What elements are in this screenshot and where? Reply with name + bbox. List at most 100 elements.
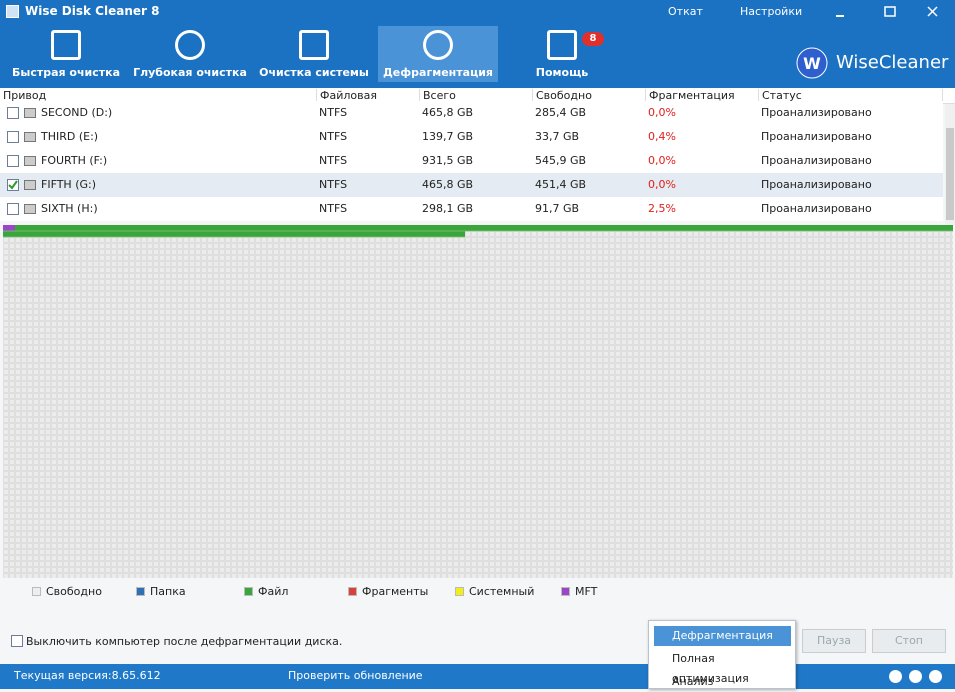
tab-icon (51, 30, 81, 60)
column-header[interactable]: Фрагментация (646, 89, 759, 103)
legend-swatch (136, 587, 145, 596)
table-cell: 91,7 GB (535, 202, 580, 215)
table-cell: FIFTH (G:) (41, 178, 97, 191)
nav-tab[interactable]: Очистка системы (254, 26, 374, 82)
tab-label: Глубокая очистка (133, 66, 247, 79)
table-cell: 33,7 GB (535, 130, 580, 143)
table-cell: FOURTH (F:) (41, 154, 108, 167)
file-clusters (3, 231, 465, 237)
stop-button[interactable]: Стоп (872, 629, 946, 653)
close[interactable] (927, 6, 938, 17)
svg-text:W: W (803, 54, 821, 73)
table-cell: 0,0% (648, 154, 676, 167)
table-cell: 285,4 GB (535, 106, 587, 119)
column-header[interactable]: Всего (420, 89, 533, 103)
drive-row[interactable]: THIRD (E:) NTFS 139,7 GB 33,7 GB 0,4% Проанал… (0, 125, 943, 149)
mail-icon[interactable] (929, 670, 942, 683)
pause-button[interactable]: Пауза (802, 629, 866, 653)
menu-item[interactable]: Полная оптимизация (672, 652, 749, 685)
drive-checkbox[interactable] (7, 179, 19, 191)
check-mark (8, 180, 18, 190)
table-cell: 465,8 GB (422, 106, 474, 119)
update-link[interactable]: Проверить обновление (288, 669, 423, 682)
toolbar: Wise Disk Cleaner 8 Откат Настройки Быст… (0, 0, 955, 88)
twitter-icon[interactable] (909, 670, 922, 683)
table-cell: 0,0% (648, 178, 676, 191)
table-cell: NTFS (319, 178, 348, 191)
table-cell: Проанализировано (761, 106, 872, 119)
table-cell: THIRD (E:) (41, 130, 99, 143)
maximize[interactable] (884, 6, 896, 17)
nav-tab[interactable]: Быстрая очистка (6, 26, 126, 82)
tab-icon (299, 30, 329, 60)
legend-swatch (32, 587, 41, 596)
drive-row[interactable]: FIFTH (G:) NTFS 465,8 GB 451,4 GB 0,0% Проана… (0, 173, 943, 197)
table-cell: 931,5 GB (422, 154, 474, 167)
notification-badge: 8 (582, 32, 604, 46)
column-header[interactable]: Свободно (533, 89, 646, 103)
shutdown-label: Выключить компьютер после дефрагментации… (26, 635, 343, 648)
shutdown-checkbox[interactable] (11, 635, 23, 647)
drive-icon (24, 132, 36, 142)
drive-icon (24, 180, 36, 190)
drive-checkbox[interactable] (7, 203, 19, 215)
restore-link[interactable]: Откат (668, 5, 703, 18)
drive-row[interactable]: SECOND (D:) NTFS 465,8 GB 285,4 GB 0,0% Проан… (0, 101, 943, 125)
scroll-thumb[interactable] (946, 128, 954, 220)
legend-label: Системный (469, 585, 535, 598)
table-cell: NTFS (319, 154, 348, 167)
tab-icon (547, 30, 577, 60)
logo-text: WiseCleaner (836, 52, 949, 73)
free-clusters (3, 225, 953, 578)
table-cell: Проанализировано (761, 154, 872, 167)
table-cell: 2,5% (648, 202, 676, 215)
nav-tab[interactable]: Помощь 8 (502, 26, 622, 82)
table-cell: NTFS (319, 202, 348, 215)
drive-icon (24, 108, 36, 118)
menu-item[interactable]: Анализ (672, 675, 714, 688)
table-cell: 465,8 GB (422, 178, 474, 191)
scrollbar (945, 104, 955, 225)
menu-item[interactable]: Дефрагментация (654, 626, 791, 646)
legend-label: Свободно (46, 585, 102, 598)
table-cell: 139,7 GB (422, 130, 474, 143)
version-text: Текущая версия:8.65.612 (14, 669, 161, 682)
legend-label: Фрагменты (362, 585, 429, 598)
cluster-map (3, 225, 953, 578)
table-cell: 0,0% (648, 106, 676, 119)
table-cell: Проанализировано (761, 178, 872, 191)
legend-swatch (244, 587, 253, 596)
legend-swatch (561, 587, 570, 596)
column-header[interactable]: Привод (0, 89, 317, 103)
dropdown-menu: Дефрагментация Полная оптимизация Анализ (648, 620, 796, 689)
cluster-lines (3, 230, 953, 238)
legend-swatch (348, 587, 357, 596)
table-cell: 298,1 GB (422, 202, 474, 215)
facebook-icon[interactable] (889, 670, 902, 683)
column-header[interactable]: Статус (759, 89, 943, 103)
drive-checkbox[interactable] (7, 107, 19, 119)
tab-icon (175, 30, 205, 60)
nav-tab[interactable]: Глубокая очистка (130, 26, 250, 82)
legend-label: Папка (150, 585, 186, 598)
drive-row[interactable]: FOURTH (F:) NTFS 931,5 GB 545,9 GB 0,0% Проан… (0, 149, 943, 173)
nav-tab[interactable]: Дефрагментация (378, 26, 498, 82)
table-cell: Проанализировано (761, 202, 872, 215)
settings-link[interactable]: Настройки (740, 5, 803, 18)
drive-row[interactable]: SIXTH (H:) NTFS 298,1 GB 91,7 GB 2,5% Проанал… (0, 197, 943, 221)
tab-label: Очистка системы (259, 66, 369, 79)
drive-checkbox[interactable] (7, 155, 19, 167)
legend-label: Файл (258, 585, 289, 598)
drive-checkbox[interactable] (7, 131, 19, 143)
app-icon (6, 5, 19, 18)
table-cell: NTFS (319, 130, 348, 143)
tab-icon (423, 30, 453, 60)
window-controls (836, 6, 938, 17)
legend-swatch (455, 587, 464, 596)
table-cell: 545,9 GB (535, 154, 587, 167)
table-cell: SECOND (D:) (41, 106, 113, 119)
mft-clusters (3, 225, 15, 231)
table-cell: NTFS (319, 106, 348, 119)
table-cell: Проанализировано (761, 130, 872, 143)
